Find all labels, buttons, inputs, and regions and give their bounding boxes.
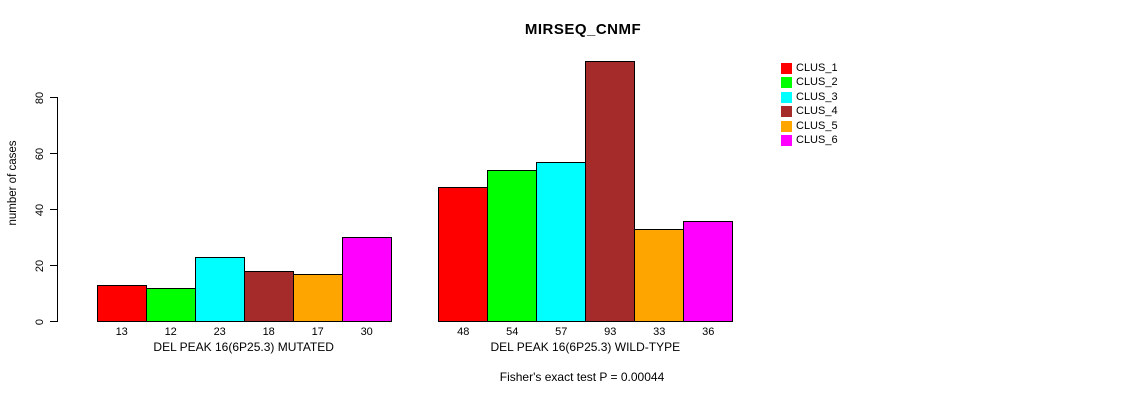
- x-group-label-wild-type: DEL PEAK 16(6P25.3) WILD-TYPE: [490, 340, 681, 354]
- bar-clus_3-group1: [194, 256, 245, 323]
- legend-item: CLUS_5: [781, 119, 838, 134]
- chart-title: MIRSEQ_CNMF: [524, 21, 642, 38]
- legend-label: CLUS_1: [796, 61, 838, 74]
- bar-clus_6-group1: [341, 237, 392, 323]
- legend-label: CLUS_5: [796, 119, 838, 132]
- y-axis-tick-label: 40: [34, 203, 46, 216]
- legend-label: CLUS_6: [796, 134, 838, 147]
- y-axis-tick: [50, 209, 57, 211]
- legend-item: CLUS_4: [781, 105, 838, 120]
- legend-label: CLUS_4: [796, 105, 838, 118]
- y-axis-tick-label: 20: [34, 259, 46, 272]
- bar-value-label: 48: [457, 326, 470, 338]
- bar-value-label: 54: [506, 326, 519, 338]
- bar-value-label: 33: [653, 326, 666, 338]
- bar-clus_5-group2: [634, 228, 685, 323]
- bar-clus_2-group1: [145, 287, 196, 323]
- y-axis-line: [57, 97, 59, 323]
- y-axis-tick: [50, 321, 57, 323]
- bar-clus_3-group2: [536, 161, 587, 323]
- bar-value-label: 30: [360, 326, 373, 338]
- legend-item: CLUS_2: [781, 76, 838, 91]
- legend-item: CLUS_3: [781, 90, 838, 105]
- y-axis-tick-label: 0: [34, 318, 46, 325]
- legend: CLUS_1 CLUS_2 CLUS_3 CLUS_4 CLUS_5 CLUS_6: [781, 61, 838, 148]
- bar-value-label: 12: [164, 326, 177, 338]
- bar-value-label: 17: [311, 326, 324, 338]
- y-axis-tick: [50, 153, 57, 155]
- bar-clus_2-group2: [487, 170, 538, 323]
- bar-clus_6-group2: [683, 220, 734, 323]
- y-axis-tick-label: 80: [34, 91, 46, 104]
- legend-item: CLUS_6: [781, 134, 838, 149]
- bar-clus_1-group1: [96, 284, 147, 323]
- bar-clus_4-group2: [585, 60, 636, 323]
- y-axis-label: number of cases: [7, 140, 19, 226]
- bar-value-label: 36: [702, 326, 715, 338]
- legend-swatch: [781, 135, 792, 147]
- legend-item: CLUS_1: [781, 61, 838, 76]
- legend-swatch: [781, 91, 792, 103]
- bar-value-label: 13: [115, 326, 128, 338]
- legend-swatch: [781, 62, 792, 74]
- legend-label: CLUS_3: [796, 90, 838, 103]
- x-group-label-mutated: DEL PEAK 16(6P25.3) MUTATED: [153, 340, 334, 354]
- bar-value-label: 18: [262, 326, 275, 338]
- fisher-test-annotation: Fisher's exact test P = 0.00044: [499, 370, 665, 384]
- y-axis-tick: [50, 97, 57, 99]
- bar-clus_4-group1: [243, 270, 294, 323]
- bar-value-label: 23: [213, 326, 226, 338]
- bar-clus_5-group1: [292, 273, 343, 323]
- bar-value-label: 93: [604, 326, 617, 338]
- legend-label: CLUS_2: [796, 76, 838, 89]
- y-axis-tick-label: 60: [34, 147, 46, 160]
- y-axis-tick: [50, 265, 57, 267]
- legend-swatch: [781, 106, 792, 118]
- bar-clus_1-group2: [438, 186, 489, 323]
- bar-value-label: 57: [555, 326, 568, 338]
- legend-swatch: [781, 120, 792, 132]
- legend-swatch: [781, 77, 792, 89]
